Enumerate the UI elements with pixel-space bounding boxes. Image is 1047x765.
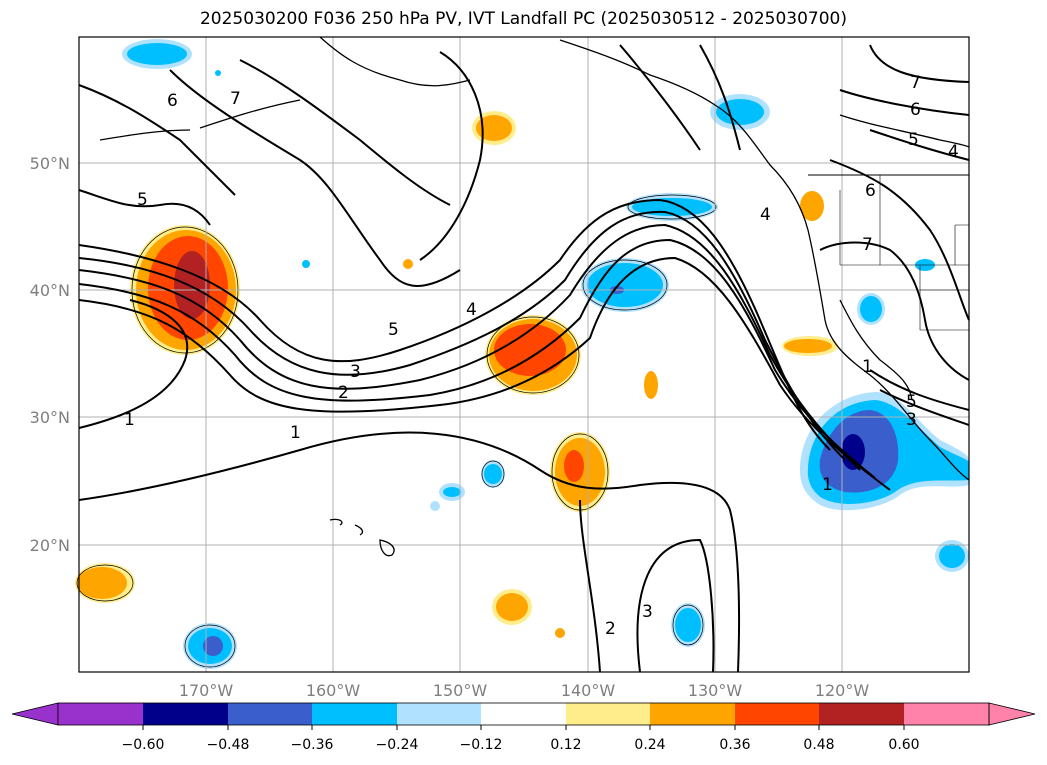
colorbar-segment — [228, 703, 312, 725]
colorbar-segment — [566, 703, 650, 725]
contour-label: 5 — [388, 320, 399, 340]
colorbar-label: −0.36 — [291, 737, 334, 753]
colorbar-label: 0.60 — [888, 737, 919, 753]
colorbar-label: 0.48 — [803, 737, 834, 753]
colorbar-segment — [819, 703, 904, 725]
pv-shading — [75, 39, 969, 669]
contour-label: 6 — [167, 91, 178, 111]
map-panel: 6 7 5 4 5 3 2 1 1 7 6 5 4 6 7 4 5 3 1 2 … — [75, 36, 970, 673]
colorbar-label: 0.36 — [719, 737, 750, 753]
lat-label: 20°N — [30, 536, 70, 555]
contour-label: 4 — [948, 142, 959, 162]
colorbar-label: 0.12 — [550, 737, 581, 753]
colorbar-segment — [143, 703, 228, 725]
contour-label: 3 — [642, 602, 653, 622]
colorbar-label: 0.24 — [634, 737, 665, 753]
contour-label: 1 — [822, 475, 833, 495]
contour-label: 6 — [910, 100, 921, 120]
contour-label: 7 — [910, 73, 921, 93]
contour-label: 3 — [906, 410, 917, 430]
colorbar-segment — [312, 703, 397, 725]
longitude-labels: 170°W 160°W 150°W 140°W 130°W 120°W — [179, 681, 870, 700]
contour-label: 2 — [605, 619, 616, 639]
contour-label: 6 — [865, 181, 876, 201]
contour-label: 1 — [290, 423, 301, 443]
lon-label: 120°W — [815, 681, 870, 700]
colorbar-segment — [481, 703, 566, 725]
colorbar-segment — [904, 703, 989, 725]
colorbar-label: −0.48 — [207, 737, 250, 753]
map-gridlines — [79, 37, 969, 672]
lat-label: 50°N — [30, 154, 70, 173]
contour-label: 1 — [862, 357, 873, 377]
lon-label: 150°W — [433, 681, 488, 700]
lon-label: 160°W — [306, 681, 361, 700]
colorbar-extend-low — [11, 702, 59, 726]
colorbar-segment — [650, 703, 735, 725]
contour-label: 3 — [350, 362, 361, 382]
colorbar-label: −0.12 — [460, 737, 503, 753]
contour-label: 7 — [230, 89, 241, 109]
contour-label: 1 — [124, 410, 135, 430]
lat-label: 30°N — [30, 408, 70, 427]
colorbar: −0.60 −0.48 −0.36 −0.24 −0.12 0.12 0.24 … — [11, 702, 1036, 753]
map-frame — [78, 36, 970, 673]
colorbar-extend-high — [988, 702, 1036, 726]
contour-label: 5 — [908, 130, 919, 150]
latitude-labels: 50°N 40°N 30°N 20°N — [30, 154, 70, 555]
contour-label: 4 — [760, 205, 771, 225]
map-title: 2025030200 F036 250 hPa PV, IVT Landfall… — [199, 9, 847, 29]
colorbar-label: −0.60 — [122, 737, 165, 753]
colorbar-segment — [735, 703, 819, 725]
lon-label: 170°W — [179, 681, 234, 700]
contour-label: 7 — [862, 235, 873, 255]
coastlines — [99, 36, 970, 557]
contour-label: 4 — [466, 300, 477, 320]
contour-lines — [78, 44, 970, 673]
colorbar-segment — [397, 703, 481, 725]
colorbar-label: −0.24 — [376, 737, 419, 753]
state-borders — [839, 175, 969, 331]
colorbar-segment — [58, 703, 143, 725]
lon-label: 140°W — [561, 681, 616, 700]
contour-label: 5 — [137, 190, 148, 210]
contour-label: 2 — [338, 383, 349, 403]
contour-label: 5 — [906, 392, 917, 412]
lon-label: 130°W — [688, 681, 743, 700]
lat-label: 40°N — [30, 281, 70, 300]
contour-labels: 6 7 5 4 5 3 2 1 1 7 6 5 4 6 7 4 5 3 1 2 … — [124, 73, 959, 639]
